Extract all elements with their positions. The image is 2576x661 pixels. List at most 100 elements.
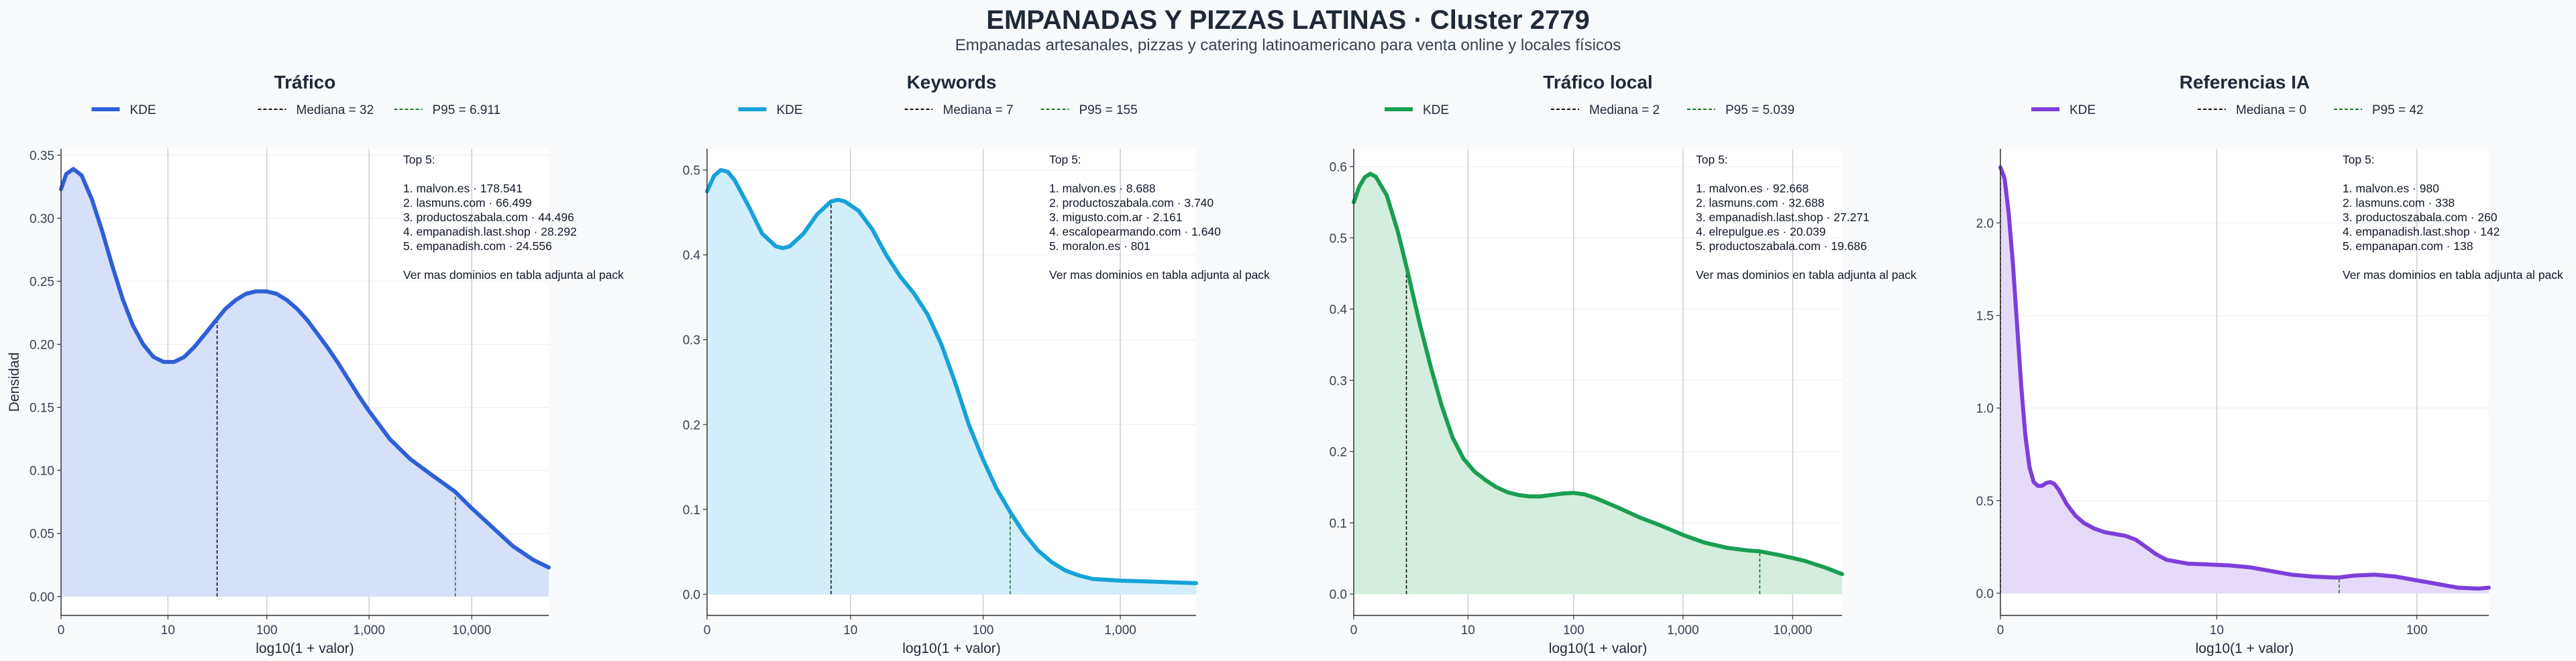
chart-panel-3: 0.0 0.1 0.2 0.3 0.4 0.5 0.6 0 10 100 1,000 10,000 lo… — [1330, 72, 1917, 656]
top5-footer: Ver mas dominios en tabla adjunta al pac… — [403, 268, 624, 282]
figure-subtitle: Empanadas artesanales, pizzas y catering… — [955, 36, 1621, 54]
panel-title: Tráfico local — [1543, 72, 1652, 93]
y-axis-label: Densidad — [7, 353, 22, 412]
kde-line — [1998, 165, 2491, 591]
top5-footer: Ver mas dominios en tabla adjunta al pac… — [2343, 268, 2563, 282]
x-tick-label: 100 — [256, 623, 278, 638]
x-tick-label: 1,000 — [353, 623, 385, 638]
legend-p95-label: P95 = 42 — [2372, 103, 2424, 117]
panel-title: Referencias IA — [2180, 72, 2310, 93]
x-tick-label: 10 — [1461, 623, 1475, 638]
legend-p95-label: P95 = 5.039 — [1725, 103, 1794, 117]
top5-item: 4. elrepulgue.es · 20.039 — [1696, 225, 1826, 239]
top5-item: 3. productoszabala.com · 260 — [2343, 211, 2498, 224]
kde-line — [705, 168, 1198, 585]
y-tick-label: 0.25 — [30, 276, 54, 290]
y-tick-label: 0.30 — [30, 212, 54, 226]
y-tick-label: 0.05 — [30, 528, 54, 542]
y-tick-label: 0.5 — [1330, 232, 1347, 246]
legend-p95-label: P95 = 155 — [1079, 103, 1138, 117]
y-tick-label: 0.5 — [683, 164, 700, 178]
top5-heading: Top 5: — [2343, 153, 2375, 166]
y-tick-label: 2.0 — [1976, 217, 1994, 231]
kde-area — [1354, 174, 1842, 595]
y-tick-label: 0.3 — [1330, 374, 1347, 388]
y-tick-label: 0.5 — [1976, 495, 1994, 509]
y-tick-label: 0.3 — [683, 334, 700, 348]
legend: KDE Mediana = 0 P95 = 42 — [2031, 103, 2424, 117]
y-tick-label: 0.4 — [1330, 303, 1348, 317]
legend-p95-label: P95 = 6.911 — [433, 103, 501, 117]
legend-kde-label: KDE — [1423, 103, 1449, 117]
y-tick-label: 0.10 — [30, 465, 54, 479]
top5-item: 3. productoszabala.com · 44.496 — [403, 211, 574, 224]
legend-median-label: Mediana = 7 — [943, 103, 1014, 117]
legend-median-label: Mediana = 32 — [297, 103, 374, 117]
y-tick-label: 0.0 — [1976, 587, 1994, 601]
x-tick-label: 0 — [704, 623, 711, 638]
legend-kde-label: KDE — [130, 103, 156, 117]
top5-heading: Top 5: — [1049, 153, 1081, 166]
panel-title: Tráfico — [274, 72, 336, 93]
y-tick-label: 0.4 — [683, 249, 701, 263]
top5-item: 1. malvon.es · 92.668 — [1696, 182, 1809, 195]
kde-line — [59, 167, 551, 570]
kde-area — [2000, 167, 2489, 593]
top5-item: 3. migusto.com.ar · 2.161 — [1049, 211, 1182, 224]
top5-footer: Ver mas dominios en tabla adjunta al pac… — [1696, 268, 1917, 282]
top5-item: 5. empanapan.com · 138 — [2343, 239, 2473, 253]
x-axis-label: log10(1 + valor) — [256, 641, 354, 656]
x-axis-label: log10(1 + valor) — [902, 641, 1001, 656]
y-tick-label: 0.15 — [30, 402, 54, 416]
y-tick-label: 0.2 — [1330, 446, 1347, 460]
y-tick-label: 0.0 — [683, 588, 700, 602]
legend: KDE Mediana = 32 P95 = 6.911 — [91, 103, 501, 117]
y-tick-label: 0.1 — [1330, 517, 1347, 531]
top5-item: 5. productoszabala.com · 19.686 — [1696, 239, 1867, 253]
top5-item: 1. malvon.es · 980 — [2343, 182, 2439, 195]
y-tick-label: 0.2 — [683, 418, 700, 432]
y-tick-label: 1.0 — [1976, 402, 1994, 416]
y-tick-label: 0.35 — [30, 149, 54, 163]
top5-item: 5. moralon.es · 801 — [1049, 239, 1150, 253]
top5-heading: Top 5: — [403, 153, 435, 166]
legend-kde-label: KDE — [2070, 103, 2096, 117]
x-tick-label: 100 — [2406, 623, 2428, 638]
x-axis-label: log10(1 + valor) — [1549, 641, 1648, 656]
legend-median-label: Mediana = 0 — [2236, 103, 2306, 117]
kde-area — [61, 169, 549, 597]
y-tick-label: 1.5 — [1976, 310, 1994, 324]
chart-panel-4: 0.0 0.5 1.0 1.5 2.0 0 10 100 log10(1 + valor) Ref… — [1976, 72, 2563, 656]
figure-title: EMPANADAS Y PIZZAS LATINAS · Cluster 277… — [986, 5, 1590, 35]
kde-area — [707, 170, 1196, 595]
y-tick-label: 0.1 — [683, 503, 700, 518]
top5-item: 4. empanadish.last.shop · 142 — [2343, 225, 2500, 239]
x-tick-label: 0 — [1350, 623, 1358, 638]
x-tick-label: 100 — [1563, 623, 1585, 638]
kde-line — [1352, 172, 1844, 577]
top5-item: 1. malvon.es · 8.688 — [1049, 182, 1156, 195]
x-tick-label: 10 — [843, 623, 857, 638]
chart-panel-1: 0.00 0.05 0.10 0.15 0.20 0.25 0.30 0.35 0 10 100 1,… — [7, 72, 624, 656]
top5-footer: Ver mas dominios en tabla adjunta al pac… — [1049, 268, 1270, 282]
legend-kde-label: KDE — [777, 103, 803, 117]
x-tick-label: 0 — [1997, 623, 2004, 638]
x-tick-label: 10,000 — [1773, 623, 1812, 638]
x-tick-label: 10 — [2210, 623, 2224, 638]
top5-item: 4. empanadish.last.shop · 28.292 — [403, 225, 577, 239]
legend: KDE Mediana = 7 P95 = 155 — [738, 103, 1138, 117]
top5-heading: Top 5: — [1696, 153, 1728, 166]
x-tick-label: 1,000 — [1104, 623, 1136, 638]
top5-item: 2. lasmuns.com · 338 — [2343, 196, 2455, 210]
x-axis-label: log10(1 + valor) — [2196, 641, 2294, 656]
x-tick-label: 10 — [161, 623, 175, 638]
y-tick-label: 0.00 — [30, 591, 54, 605]
top5-item: 4. escalopearmando.com · 1.640 — [1049, 225, 1221, 239]
x-tick-label: 10,000 — [452, 623, 491, 638]
top5-item: 1. malvon.es · 178.541 — [403, 182, 523, 195]
top5-item: 3. empanadish.last.shop · 27.271 — [1696, 211, 1870, 224]
